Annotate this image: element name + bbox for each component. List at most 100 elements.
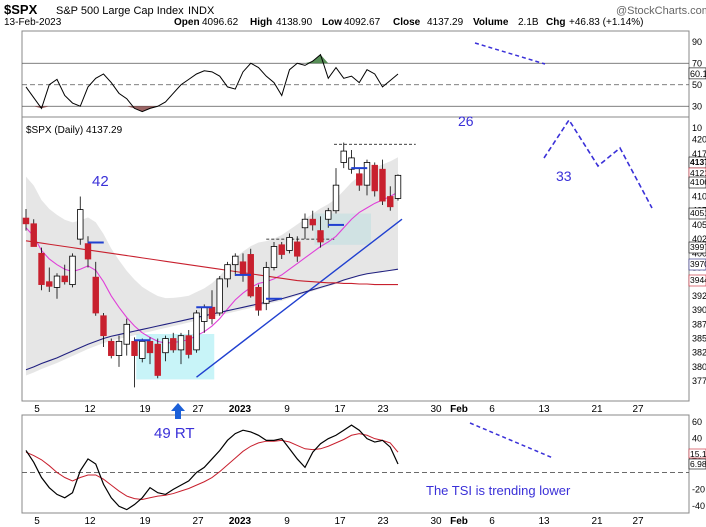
up-arrow-icon — [171, 403, 185, 419]
x-tick-label: 9 — [284, 404, 290, 415]
momentum-panel — [21, 30, 690, 118]
price-y-tick: 4050 — [692, 220, 706, 230]
volume-value: 2.1B — [518, 17, 539, 28]
candle-body — [301, 218, 309, 229]
price-value-box — [688, 207, 706, 220]
tsi-y-tick: 60 — [692, 417, 702, 427]
tsi-value-label: 15.16 — [690, 449, 706, 459]
candle-body — [317, 230, 324, 243]
tsi-chart: The TSI is trending lower604020-20-4015.… — [22, 417, 706, 511]
low-value: 4092.67 — [344, 17, 381, 28]
price-y-tick: 4000 — [692, 248, 706, 258]
candle-body — [146, 340, 154, 354]
candle-body — [270, 246, 278, 268]
annotation-33: 33 — [556, 168, 572, 184]
x-tick-label: 27 — [192, 404, 204, 415]
exchange: INDX — [188, 5, 215, 17]
x-tick-label: 12 — [84, 404, 96, 415]
x-tick-label: 6 — [489, 404, 495, 415]
high-label: High — [250, 17, 272, 28]
price-y-tick: 4200 — [692, 135, 706, 145]
momentum-divergence-line — [474, 42, 546, 65]
candle-body — [348, 157, 355, 170]
tsi-y-tick: -20 — [692, 484, 705, 494]
candle-body — [255, 286, 262, 311]
high-value: 4138.90 — [276, 17, 313, 28]
candle-body — [208, 306, 216, 320]
price-value-label: 3970.22 — [690, 259, 706, 269]
momentum-y-tick: 30 — [692, 101, 702, 111]
x-tick-label: 5 — [34, 404, 40, 415]
candle-body — [216, 278, 223, 314]
candle-body — [123, 323, 130, 345]
momentum-y-tick: 90 — [692, 37, 702, 47]
price-value-label: 4051.91 — [690, 208, 706, 218]
x-tick-label: 17 — [334, 404, 346, 415]
candle-body — [108, 340, 115, 356]
candle-body — [325, 210, 332, 220]
price-y-tick: 3800 — [692, 362, 706, 372]
candle-body — [356, 173, 363, 186]
price-y-tick: 3825 — [692, 348, 706, 358]
candle-body — [239, 261, 247, 276]
x-tick-label: 27 — [632, 516, 644, 527]
momentum-overbought-fill — [26, 54, 398, 64]
candle-body — [340, 150, 347, 163]
x-tick-label: 13 — [538, 404, 550, 415]
tsi-signal-line — [25, 433, 399, 500]
open-value: 4096.62 — [202, 17, 239, 28]
candle-body — [278, 244, 285, 255]
candle-body — [193, 312, 200, 351]
watermark: @StockCharts.com — [616, 5, 706, 17]
candle-body — [46, 281, 53, 287]
candle-body — [92, 276, 99, 314]
x-tick-label: 19 — [139, 404, 151, 415]
tsi-y-tick: -40 — [692, 501, 705, 511]
x-tick-label: 9 — [284, 516, 290, 527]
annotation-49-rt: 49 RT — [154, 425, 195, 442]
candle-body — [69, 255, 76, 285]
tsi-panel — [21, 414, 690, 514]
candle-body — [371, 164, 378, 192]
tsi-annotation: The TSI is trending lower — [426, 483, 571, 498]
price-y-tick: 3775 — [692, 376, 706, 386]
candle-body — [286, 237, 293, 251]
x-tick-label: 23 — [377, 516, 389, 527]
price-value-label: 4106.83 — [690, 177, 706, 187]
candle-body — [363, 162, 371, 186]
candle-body — [115, 340, 123, 356]
x-tick-label: 19 — [139, 516, 151, 527]
annotation-26: 26 — [458, 113, 474, 129]
momentum-chart: 90 70 50 30 10 60.10 — [22, 37, 706, 133]
projection-path — [543, 118, 653, 209]
candle-body — [162, 338, 169, 354]
x-tick-label: Feb — [450, 404, 468, 415]
price-y-tick: 4025 — [692, 234, 706, 244]
candle-body — [154, 343, 161, 376]
trendline — [196, 218, 403, 378]
price-y-tick: 4175 — [692, 149, 706, 159]
x-tick-label: 23 — [377, 404, 389, 415]
candle-body — [185, 335, 192, 355]
price-y-tick: 3850 — [692, 334, 706, 344]
date: 13-Feb-2023 — [4, 17, 62, 28]
x-tick-label: 30 — [430, 404, 442, 415]
x-tick-label: 5 — [34, 516, 40, 527]
momentum-value-box — [688, 67, 706, 80]
price-value-box — [688, 176, 706, 189]
candle-body — [309, 218, 316, 226]
x-axis: 5 5 12 12 19 19 27 27 2023 2023 9 9 17 17 23 23 30 30 Feb F… — [34, 404, 644, 527]
candle-body — [394, 174, 402, 199]
tsi-y-tick: 40 — [692, 434, 702, 444]
candle-body — [84, 243, 92, 260]
tsi-divergence-line — [469, 422, 554, 459]
candle-body — [332, 184, 340, 212]
candle-body — [263, 267, 270, 304]
price-y-tick: 3900 — [692, 305, 706, 315]
candle-body — [38, 252, 45, 285]
x-tick-label: 13 — [538, 516, 550, 527]
price-band — [26, 157, 398, 376]
x-tick-label: 17 — [334, 516, 346, 527]
